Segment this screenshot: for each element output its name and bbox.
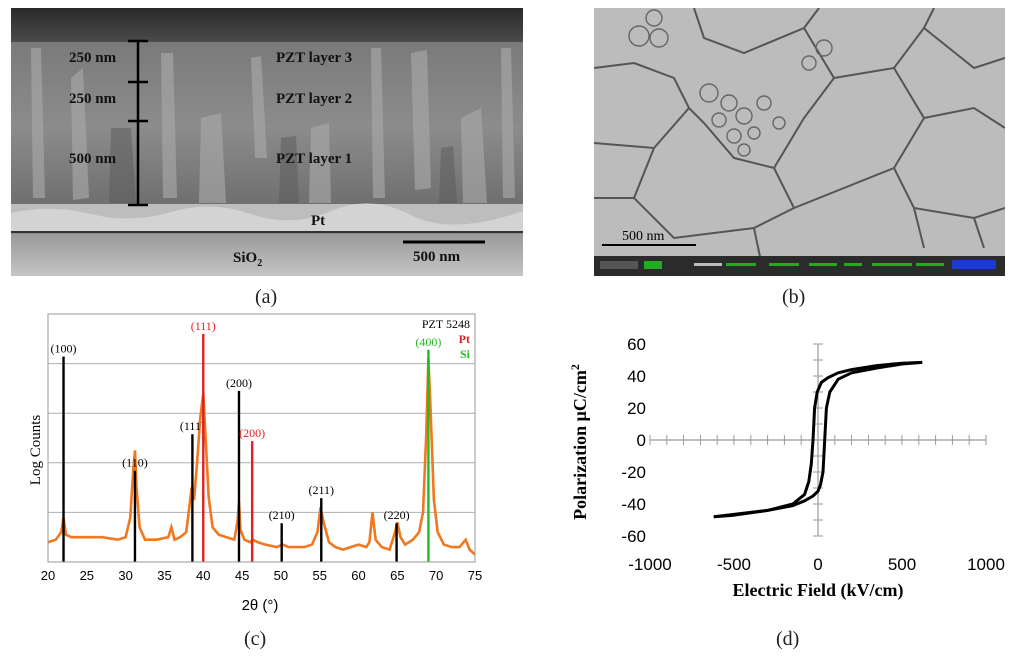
y-axis-title: Log Counts — [28, 415, 44, 486]
x-tick-label: 45 — [235, 568, 249, 583]
x-tick-label: 40 — [196, 568, 210, 583]
layer-label-2: PZT layer 2 — [276, 91, 352, 107]
layer-label-1: PZT layer 1 — [276, 151, 352, 167]
reference-line-label: (210) — [269, 508, 295, 522]
sem-cross-section-image: 250 nm 250 nm 500 nm PZT layer 3 PZT lay… — [11, 8, 523, 276]
panel-a-label: (a) — [255, 286, 278, 308]
xrd-chart: (100) (110) (111) (111) (200) (200) (210) (211)… — [28, 313, 482, 614]
reference-line-label: (400) — [415, 335, 441, 349]
x-tick-label: 500 — [888, 555, 916, 574]
x-tick-label: 20 — [41, 568, 55, 583]
x-tick-label: -1000 — [628, 555, 671, 574]
y-axis-title: Polarization μC/cm2 — [568, 364, 590, 520]
panel-c-label: (c) — [244, 628, 267, 650]
reference-line-label: (220) — [384, 508, 410, 522]
y-tick-label: 40 — [627, 367, 646, 386]
scale-bar-label: 500 nm — [413, 249, 461, 265]
reference-line-label: (111) — [180, 419, 205, 433]
x-tick-label: 30 — [118, 568, 132, 583]
panel-d-figure: 60 40 20 0 -20 -40 -60 -1000 -500 0 500 1000 Electr… — [560, 330, 1020, 610]
y-tick-label: 20 — [627, 399, 646, 418]
panel-a-figure: 250 nm 250 nm 500 nm PZT layer 3 PZT lay… — [11, 8, 523, 276]
pe-loop-chart: 60 40 20 0 -20 -40 -60 -1000 -500 0 500 1000 Electr… — [568, 335, 1005, 601]
legend-entry: Si — [460, 347, 471, 361]
xrd-intensity-line — [47, 358, 476, 556]
x-tick-label: 0 — [813, 555, 822, 574]
layer-label-3: PZT layer 3 — [276, 50, 352, 66]
y-tick-label: -40 — [621, 495, 646, 514]
x-tick-label: 60 — [351, 568, 365, 583]
x-tick-label: 1000 — [967, 555, 1005, 574]
pt-label: Pt — [311, 213, 325, 229]
y-tick-label: -20 — [621, 463, 646, 482]
sio2-label: SiO2 — [233, 250, 262, 269]
sem-surface-image: 500 nm — [593, 7, 1006, 277]
x-tick-label: 50 — [274, 568, 288, 583]
scale-bar-label: 500 nm — [622, 229, 665, 244]
panel-b-figure: 500 nm — [593, 7, 1006, 277]
x-tick-label: 55 — [312, 568, 326, 583]
x-tick-label: 75 — [468, 568, 482, 583]
x-tick-label: 25 — [80, 568, 94, 583]
y-tick-label: -60 — [621, 527, 646, 546]
x-tick-label: -500 — [717, 555, 751, 574]
hysteresis-branch — [713, 360, 923, 519]
dim-label-layer2: 250 nm — [69, 91, 117, 107]
reference-line-label: (200) — [239, 426, 265, 440]
dim-label-layer3: 250 nm — [69, 50, 117, 66]
legend-entry: Pt — [459, 332, 470, 346]
reference-line-label: (200) — [226, 376, 252, 390]
dim-label-layer1: 500 nm — [69, 151, 117, 167]
panel-b-label: (b) — [782, 286, 806, 308]
y-tick-label: 0 — [637, 431, 646, 450]
x-axis-title: Electric Field (kV/cm) — [733, 580, 904, 601]
panel-d-label: (d) — [776, 628, 800, 650]
reference-line-label: (110) — [122, 456, 148, 470]
panel-c-figure: (100) (110) (111) (111) (200) (200) (210) (211)… — [0, 310, 490, 620]
x-tick-label: 70 — [429, 568, 443, 583]
reference-line-label: (111) — [191, 319, 216, 333]
x-tick-label: 65 — [390, 568, 404, 583]
y-tick-label: 60 — [627, 335, 646, 354]
x-axis-title: 2θ (°) — [242, 597, 279, 614]
reference-line-label: (211) — [309, 483, 335, 497]
x-tick-label: 35 — [157, 568, 171, 583]
reference-line-label: (100) — [51, 342, 77, 356]
legend-entry: PZT 5248 — [422, 317, 470, 331]
